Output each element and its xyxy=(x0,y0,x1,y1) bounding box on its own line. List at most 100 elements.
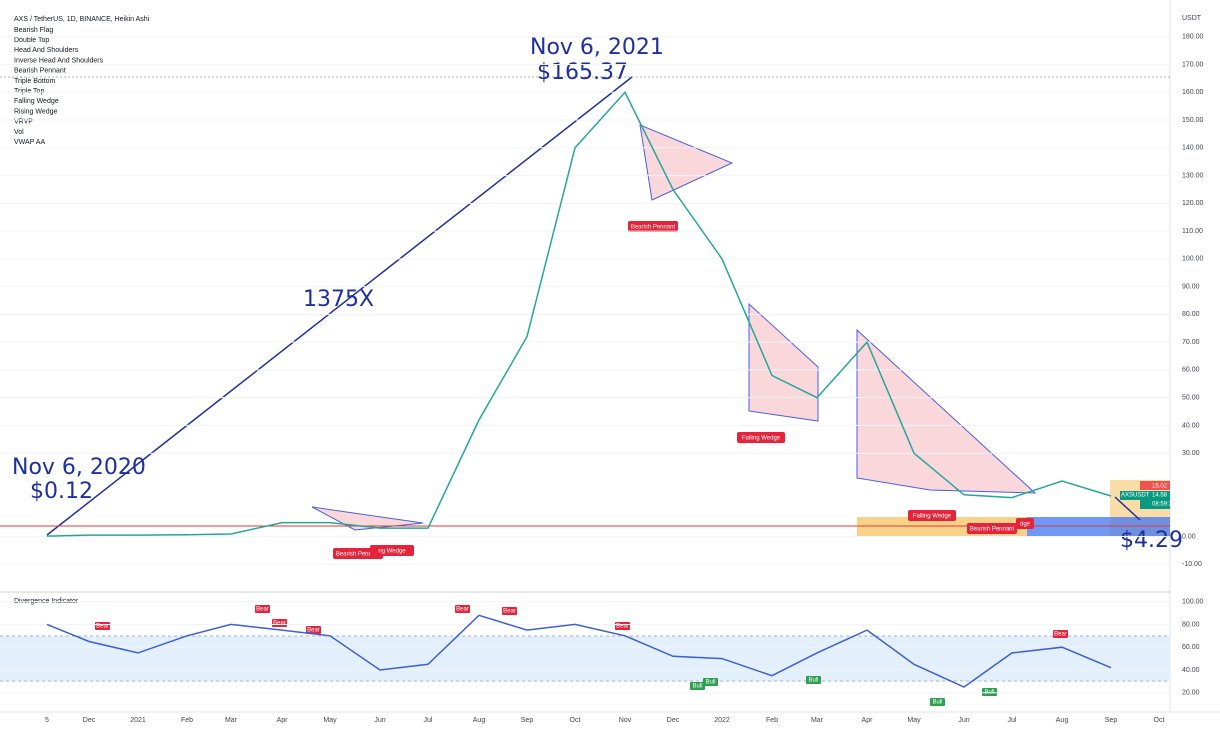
divergence-tag xyxy=(455,605,470,613)
x-tick-label: Sep xyxy=(521,717,534,724)
x-tick-label: Apr xyxy=(862,717,874,724)
trend-annotation xyxy=(46,76,633,536)
y-tick-label: 110.00 xyxy=(1182,228,1203,235)
y-tick-label: 100.00 xyxy=(1182,599,1204,606)
pattern-label xyxy=(628,221,678,232)
indicator-name: Vol xyxy=(14,129,24,136)
pennant-shape xyxy=(639,124,734,201)
y-tick-label: 160.00 xyxy=(1182,89,1204,96)
y-tick-label: 60.00 xyxy=(1182,367,1200,374)
x-tick-label: Sep xyxy=(1105,717,1118,724)
divergence-tag-text: Bear xyxy=(273,621,286,627)
annotation: $165.37 xyxy=(537,60,628,85)
pattern-label xyxy=(908,510,956,521)
annotation: Nov 6, 2020 xyxy=(12,455,146,480)
indicator-name: Triple Top xyxy=(14,88,44,95)
pattern-label-text: Falling Wedge xyxy=(913,514,952,520)
pattern-label-text: ng Wedge xyxy=(378,549,406,555)
y-tick-label: 100.00 xyxy=(1182,256,1204,263)
divergence-tag-text: Bear xyxy=(616,624,629,630)
divergence-tag-text: Bull xyxy=(705,680,715,686)
price-tag-text: 08:59:31 xyxy=(1152,502,1176,508)
pattern-label xyxy=(967,523,1017,534)
x-tick-label: Jul xyxy=(1008,717,1017,724)
x-tick-label: 2021 xyxy=(130,717,146,724)
x-tick-label: Apr xyxy=(277,717,289,724)
divergence-tag-text: Bear xyxy=(1054,632,1067,638)
x-tick-label: Nov xyxy=(619,717,632,724)
y-tick-label: 180.00 xyxy=(1182,34,1204,41)
series-line xyxy=(46,90,1112,537)
x-tick-label: Feb xyxy=(766,717,778,724)
y-tick-label: 140.00 xyxy=(1182,145,1204,152)
x-tick-label: Mar xyxy=(811,717,824,724)
x-tick-label: Jul xyxy=(424,717,433,724)
price-tag-text: 14.58 xyxy=(1152,493,1168,499)
price-tag-text: 15.02 xyxy=(1152,484,1168,490)
indicator-name: VRVP xyxy=(14,119,33,126)
divergence-tag xyxy=(272,619,287,627)
x-tick-label: Aug xyxy=(1056,717,1069,724)
indicator-band xyxy=(0,636,1170,681)
target-arrow xyxy=(1114,496,1141,521)
x-tick-label: 2022 xyxy=(714,717,730,724)
indicator-name: Bearish Flag xyxy=(14,27,53,34)
pattern-label xyxy=(1016,518,1034,529)
y-tick-label: 50.00 xyxy=(1182,395,1200,402)
price-tag xyxy=(1140,481,1170,490)
y-tick-label: 130.00 xyxy=(1182,172,1204,179)
y-tick-label: 80.00 xyxy=(1182,621,1200,628)
indicator-name: Bearish Pennant xyxy=(14,68,66,75)
divergence-tag xyxy=(703,678,718,686)
divergence-tag-text: Bear xyxy=(96,624,109,630)
symbol-tag-text: AXSUSDT xyxy=(1121,493,1150,499)
indicator-name: Rising Wedge xyxy=(14,108,58,115)
x-tick-label: Oct xyxy=(570,717,581,724)
x-tick-label: May xyxy=(323,717,337,724)
x-tick-label: Dec xyxy=(667,717,680,724)
indicator-name: VWAP AA xyxy=(14,139,45,146)
divergence-tag xyxy=(690,682,705,690)
x-tick-label: Oct xyxy=(1154,717,1165,724)
divergence-tag-text: Bear xyxy=(503,609,516,615)
divergence-tag xyxy=(806,676,821,684)
divergence-tag-text: Bull xyxy=(808,678,818,684)
pattern-label-text: Bearish Pennant xyxy=(336,552,381,558)
x-tick-label: Jun xyxy=(958,717,969,724)
pattern-label xyxy=(370,545,414,556)
y-tick-label: 40.00 xyxy=(1182,422,1200,429)
wedge-shape xyxy=(748,302,819,422)
x-tick-label: Feb xyxy=(181,717,193,724)
y-tick-label: 150.00 xyxy=(1182,117,1204,124)
divergence-tag-text: Bear xyxy=(307,628,320,634)
annotation: $4.29 xyxy=(1120,528,1183,553)
divergence-tag xyxy=(982,688,997,696)
x-tick-label: Aug xyxy=(473,717,486,724)
wedge-shape xyxy=(856,328,1037,494)
x-tick-label: Dec xyxy=(83,717,96,724)
annotation: 1375X xyxy=(303,287,374,312)
divergence-tag-text: Bear xyxy=(256,607,269,613)
pattern-label-text: Bearish Pennant xyxy=(631,225,676,231)
indicator-name: Head And Shoulders xyxy=(14,47,79,54)
indicator-name: Double Top xyxy=(14,37,49,44)
y-tick-label: 20.00 xyxy=(1182,690,1200,697)
divergence-tag-text: Bull xyxy=(692,684,702,690)
symbol-title: AXS / TetherUS, 1D, BINANCE, Heikin Ashi xyxy=(14,16,150,23)
divergence-tag xyxy=(255,605,270,613)
x-tick-label: 5 xyxy=(45,717,49,724)
pattern-label-text: Bearish Pennant xyxy=(970,527,1015,533)
y-tick-label: 70.00 xyxy=(1182,339,1200,346)
indicator-name: Triple Bottom xyxy=(14,78,56,85)
divergence-tag-text: Bear xyxy=(456,607,469,613)
y-tick-label: 80.00 xyxy=(1182,311,1200,318)
divergence-tag xyxy=(1053,630,1068,638)
pattern-label-text: dge xyxy=(1020,522,1031,528)
x-tick-label: May xyxy=(907,717,921,724)
divergence-tag xyxy=(306,626,321,634)
y-tick-label: 0.00 xyxy=(1182,533,1196,540)
y-tick-label: -10.00 xyxy=(1182,561,1202,568)
divergence-tag xyxy=(502,607,517,615)
indicator-name: Falling Wedge xyxy=(14,98,59,105)
annotation: $0.12 xyxy=(30,479,93,504)
